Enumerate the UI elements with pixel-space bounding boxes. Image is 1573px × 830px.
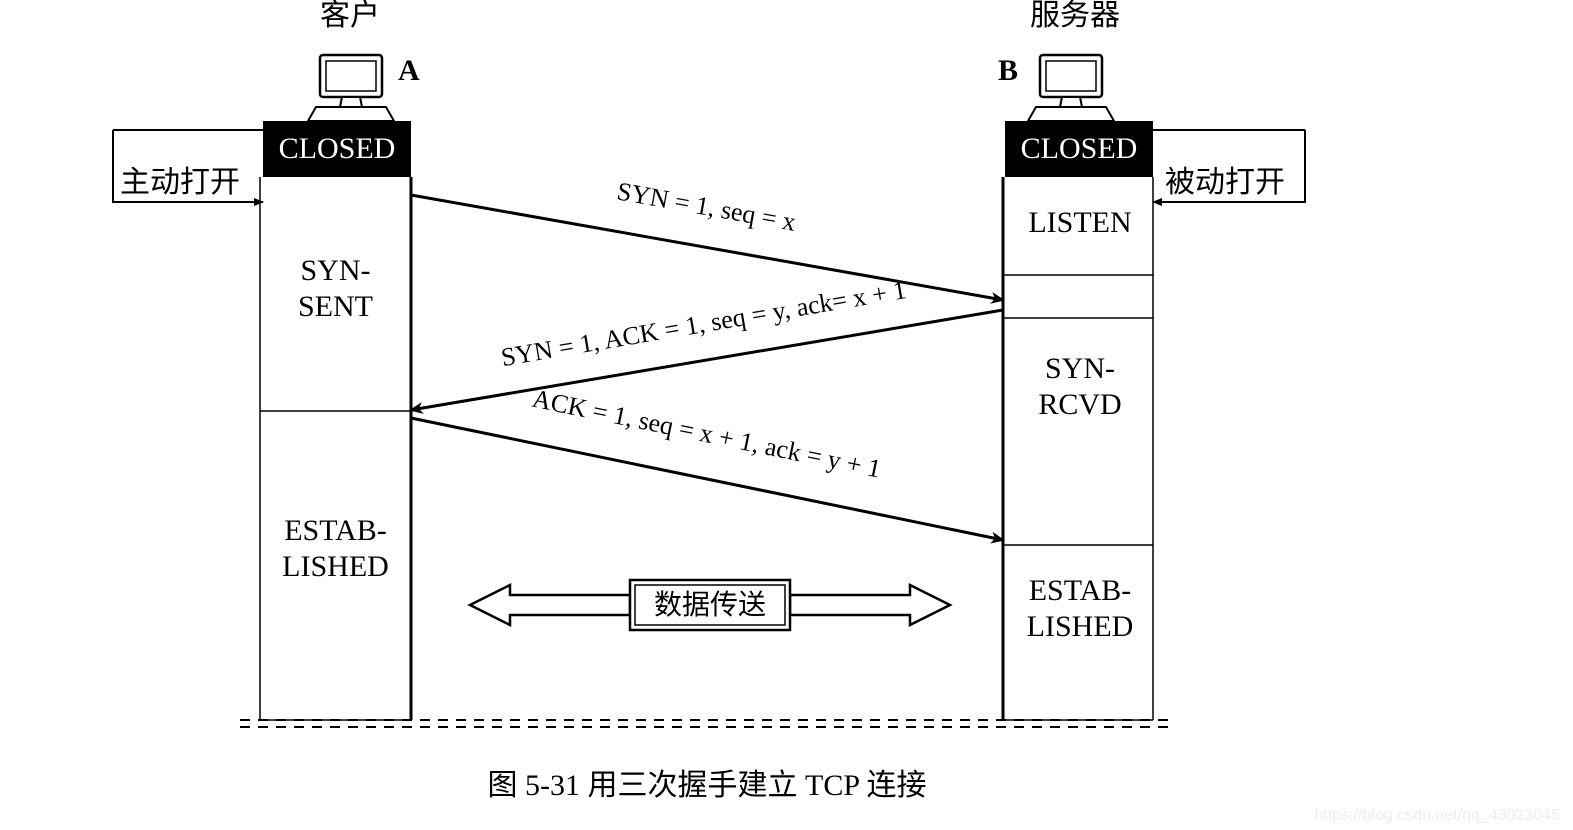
svg-text:CLOSED: CLOSED: [1021, 132, 1138, 165]
watermark-text: https://blog.csdn.net/qq_43023045: [1314, 807, 1560, 824]
svg-text:CLOSED: CLOSED: [279, 132, 396, 165]
client-computer-icon: [308, 55, 394, 121]
state-label: LISHED: [282, 550, 389, 583]
figure-caption: 图 5-31 用三次握手建立 TCP 连接: [488, 769, 927, 802]
state-label: SYN-: [1045, 352, 1115, 385]
message-label-3: ACK = 1, seq = x + 1, ack = y + 1: [530, 384, 884, 484]
message-label-2: SYN = 1, ACK = 1, seq = y, ack= x + 1: [499, 275, 908, 372]
client-closed-box: CLOSED: [263, 121, 411, 177]
state-label: RCVD: [1038, 388, 1121, 421]
server-passive-open-label: 被动打开: [1165, 166, 1285, 199]
server-closed-box: CLOSED: [1005, 121, 1153, 177]
tcp-handshake-diagram: 客户 服务器 A B CLOSED CLOSED 主动打开 被动打开 SYN-S…: [0, 0, 1573, 830]
state-label: ESTAB-: [284, 514, 387, 547]
server-state-dividers: [1003, 275, 1153, 720]
state-label: SYN-: [300, 254, 370, 287]
handshake-messages: SYN = 1, seq = x SYN = 1, ACK = 1, seq = …: [411, 176, 1003, 540]
state-label: LISTEN: [1028, 206, 1131, 239]
server-computer-icon: [1028, 55, 1114, 121]
bottom-dashed-lines: [240, 720, 1175, 727]
state-label: LISHED: [1027, 610, 1134, 643]
client-host-label: A: [398, 54, 420, 87]
client-state-labels: SYN-SENT ESTAB-LISHED: [282, 254, 389, 583]
data-transfer-indicator: 数据传送: [470, 580, 950, 630]
server-title: 服务器: [1030, 0, 1120, 32]
message-label-1: SYN = 1, seq = x: [615, 176, 798, 236]
client-active-open-label: 主动打开: [120, 166, 240, 199]
diagram-svg: 客户 服务器 A B CLOSED CLOSED 主动打开 被动打开 SYN-S…: [0, 0, 1573, 830]
server-state-labels: LISTEN SYN-RCVD ESTAB-LISHED: [1027, 206, 1134, 643]
client-title: 客户: [320, 0, 380, 32]
data-transfer-label: 数据传送: [654, 589, 766, 621]
server-host-label: B: [998, 54, 1018, 87]
state-label: SENT: [298, 290, 373, 323]
state-label: ESTAB-: [1029, 574, 1132, 607]
